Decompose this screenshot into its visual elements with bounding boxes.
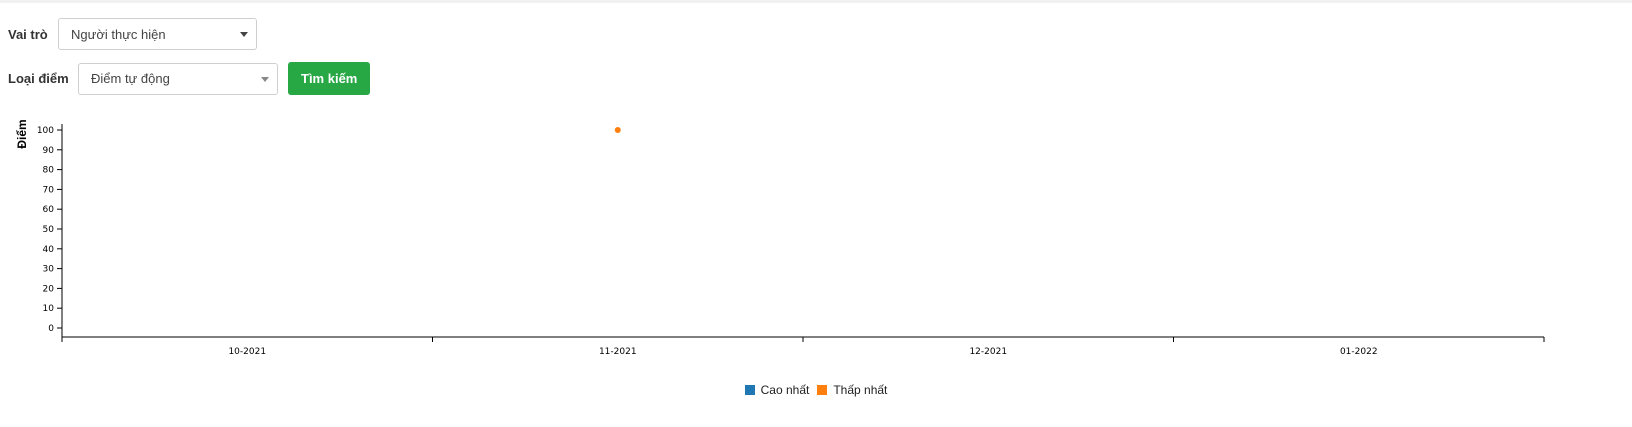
- y-axis: 0 10 20 30 40 50 60 70 80 90 100: [37, 124, 63, 342]
- legend-swatch-low: [817, 385, 828, 395]
- y-tick-label: 10: [43, 304, 55, 314]
- score-chart: 0 10 20 30 40 50 60 70 80 90 100 10-2021 11-2021 12-…: [15, 119, 1545, 357]
- y-tick-label: 80: [43, 166, 55, 176]
- legend-swatch-high: [744, 385, 755, 395]
- x-axis: 10-2021 11-2021 12-2021 01-2022: [61, 336, 1545, 357]
- chart-points: [614, 127, 621, 133]
- y-tick-label: 90: [43, 146, 55, 156]
- y-axis-label: Điểm: [15, 119, 29, 148]
- legend-item-low[interactable]: Thấp nhất: [817, 383, 887, 397]
- role-label: Vai trò: [8, 26, 48, 42]
- role-select-value: Người thực hiện: [71, 26, 166, 42]
- y-tick-label: 0: [48, 324, 54, 334]
- legend-label-high: Cao nhất: [760, 383, 810, 397]
- chevron-down-icon: [261, 76, 269, 82]
- y-tick-label: 20: [43, 284, 55, 294]
- role-select[interactable]: Người thực hiện: [58, 18, 257, 50]
- y-tick-label: 70: [43, 185, 55, 195]
- score-type-filter-row: Loại điểm Điểm tự động Tìm kiếm: [8, 62, 371, 95]
- chart-legend: Cao nhất Thấp nhất: [0, 383, 1632, 397]
- search-button[interactable]: Tìm kiếm: [288, 62, 371, 95]
- top-border: [0, 0, 1632, 3]
- y-tick-label: 40: [43, 245, 55, 255]
- legend-label-low: Thấp nhất: [833, 383, 888, 397]
- chevron-down-icon: [240, 32, 248, 37]
- y-tick-label: 100: [37, 126, 54, 136]
- y-tick-label: 60: [43, 205, 55, 215]
- x-tick-label: 11-2021: [599, 347, 637, 357]
- x-tick-label: 12-2021: [969, 347, 1007, 357]
- y-tick-label: 50: [43, 225, 55, 235]
- x-tick-label: 01-2022: [1340, 347, 1378, 357]
- legend-item-high[interactable]: Cao nhất: [744, 383, 810, 397]
- score-type-select[interactable]: Điểm tự động: [78, 62, 278, 95]
- x-tick-label: 10-2021: [228, 347, 266, 357]
- score-type-label: Loại điểm: [8, 71, 69, 86]
- role-filter-row: Vai trò Người thực hiện: [8, 18, 257, 50]
- score-type-select-value: Điểm tự động: [91, 71, 170, 86]
- data-point-low: [614, 127, 621, 133]
- y-tick-label: 30: [43, 265, 55, 275]
